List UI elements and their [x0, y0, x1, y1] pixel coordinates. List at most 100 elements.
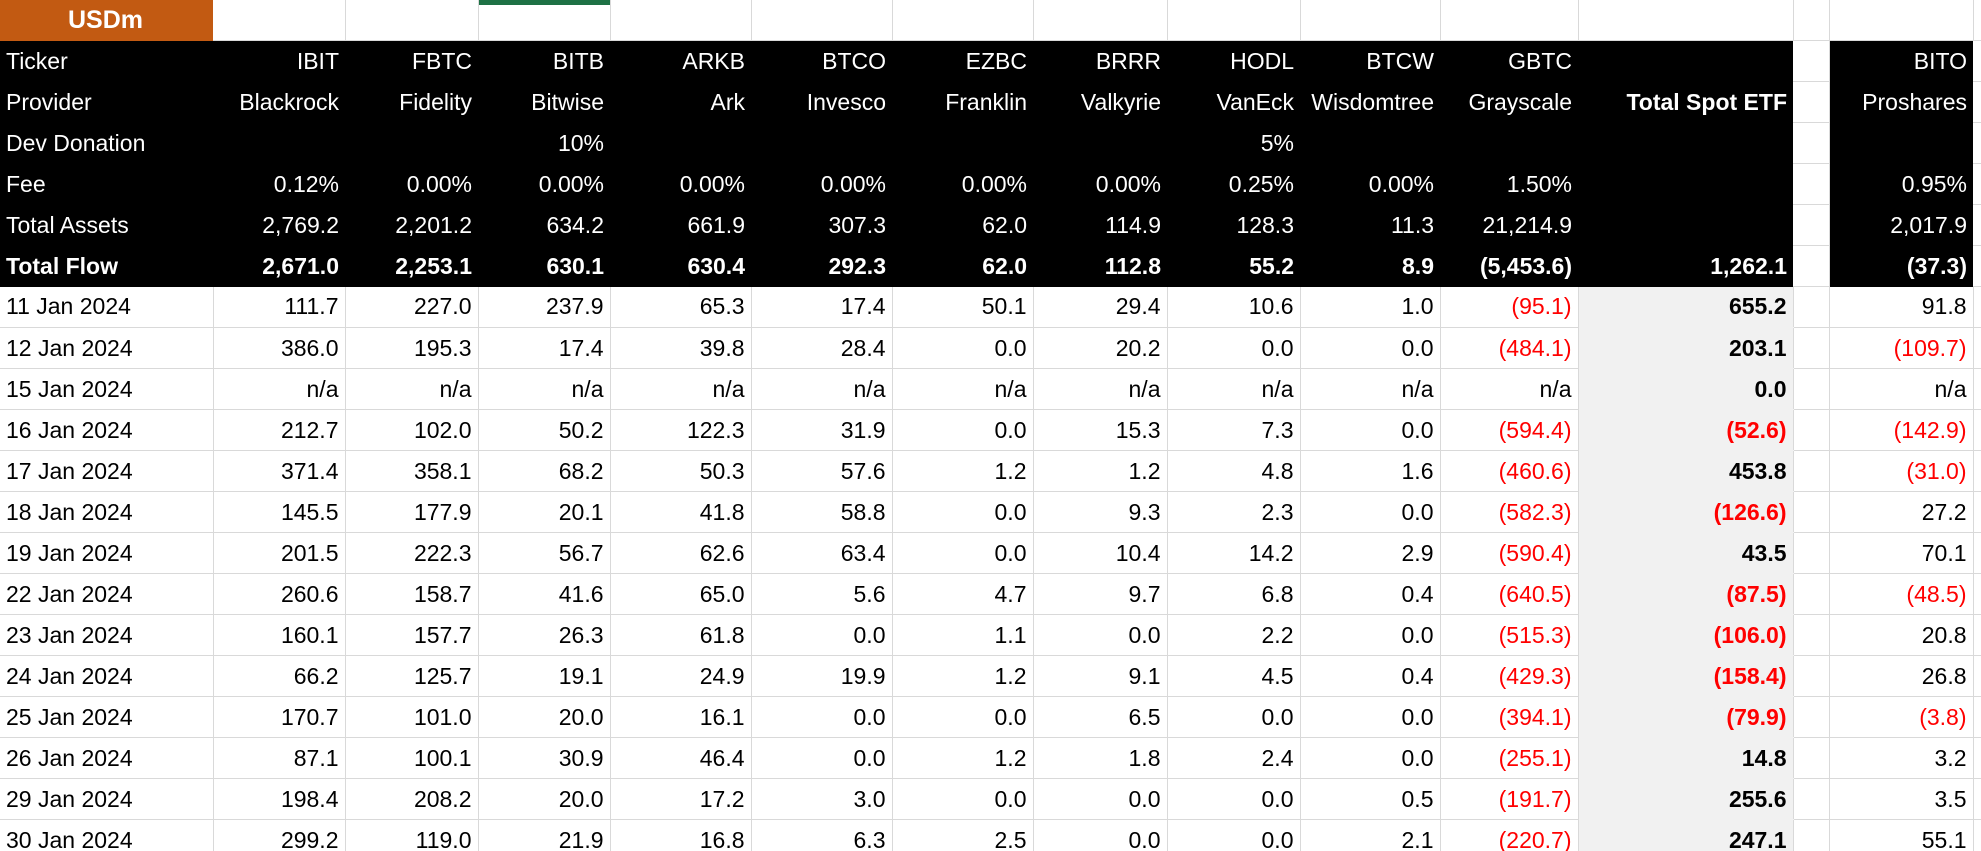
value-cell[interactable]: 16.8: [610, 819, 752, 851]
value-cell[interactable]: 87.1: [213, 737, 346, 779]
value-cell[interactable]: (590.4): [1440, 532, 1579, 574]
value-cell[interactable]: (394.1): [1440, 696, 1579, 738]
value-cell[interactable]: (515.3): [1440, 614, 1579, 656]
value-cell[interactable]: 0.0: [1300, 696, 1441, 738]
value-cell[interactable]: (640.5): [1440, 573, 1579, 615]
value-cell[interactable]: (191.7): [1440, 778, 1579, 820]
value-cell[interactable]: 65.3: [610, 286, 752, 328]
bito-value-cell[interactable]: 91.8: [1829, 286, 1974, 328]
value-cell[interactable]: 3.0: [751, 778, 893, 820]
gap-cell[interactable]: [1793, 491, 1830, 533]
value-cell[interactable]: 9.7: [1033, 573, 1168, 615]
value-cell[interactable]: 19.1: [478, 655, 611, 697]
total-spot-etf-value-cell[interactable]: (106.0): [1578, 614, 1794, 656]
value-cell[interactable]: 2.3: [1167, 491, 1301, 533]
value-cell[interactable]: 1.1: [892, 614, 1034, 656]
header-cell-gbtc-total_flow[interactable]: (5,453.6): [1440, 245, 1578, 287]
header-cell-gbtc-fee[interactable]: 1.50%: [1440, 163, 1578, 205]
header-cell-gbtc-ticker[interactable]: GBTC: [1440, 40, 1578, 82]
value-cell[interactable]: 41.6: [478, 573, 611, 615]
value-cell[interactable]: 0.0: [1300, 614, 1441, 656]
value-cell[interactable]: 0.0: [1300, 491, 1441, 533]
value-cell[interactable]: 5.6: [751, 573, 893, 615]
gap-cell[interactable]: [1793, 778, 1830, 820]
value-cell[interactable]: 9.3: [1033, 491, 1168, 533]
gap-cell[interactable]: [1793, 737, 1830, 779]
value-cell[interactable]: 125.7: [345, 655, 479, 697]
date-cell[interactable]: 24 Jan 2024: [0, 655, 214, 697]
value-cell[interactable]: 0.0: [1300, 327, 1441, 369]
value-cell[interactable]: 20.1: [478, 491, 611, 533]
empty-cell[interactable]: [345, 0, 479, 41]
total-spot-etf-value-cell[interactable]: (87.5): [1578, 573, 1794, 615]
edge-cell[interactable]: [1973, 163, 1981, 205]
value-cell[interactable]: 260.6: [213, 573, 346, 615]
value-cell[interactable]: 6.3: [751, 819, 893, 851]
value-cell[interactable]: 15.3: [1033, 409, 1168, 451]
value-cell[interactable]: 0.0: [892, 532, 1034, 574]
value-cell[interactable]: 2.9: [1300, 532, 1441, 574]
value-cell[interactable]: 0.0: [1167, 327, 1301, 369]
header-cell-brrr-ticker[interactable]: BRRR: [1033, 40, 1167, 82]
edge-cell[interactable]: [1973, 778, 1981, 820]
gap-cell[interactable]: [1793, 614, 1830, 656]
bito-value-cell[interactable]: 20.8: [1829, 614, 1974, 656]
date-cell[interactable]: 23 Jan 2024: [0, 614, 214, 656]
header-cell-ibit-dev_donation[interactable]: [213, 122, 345, 164]
bito-value-cell[interactable]: 70.1: [1829, 532, 1974, 574]
bito-value-cell[interactable]: (142.9): [1829, 409, 1974, 451]
header-cell-brrr-dev_donation[interactable]: [1033, 122, 1167, 164]
edge-cell[interactable]: [1973, 81, 1981, 123]
header-cell-bitb-total_flow[interactable]: 630.1: [478, 245, 610, 287]
date-cell[interactable]: 15 Jan 2024: [0, 368, 214, 410]
value-cell[interactable]: n/a: [213, 368, 346, 410]
value-cell[interactable]: 6.8: [1167, 573, 1301, 615]
value-cell[interactable]: n/a: [1167, 368, 1301, 410]
total-spot-etf-value-cell[interactable]: 14.8: [1578, 737, 1794, 779]
value-cell[interactable]: 56.7: [478, 532, 611, 574]
value-cell[interactable]: 20.0: [478, 778, 611, 820]
gap-cell[interactable]: [1793, 245, 1830, 287]
value-cell[interactable]: n/a: [751, 368, 893, 410]
edge-cell[interactable]: [1973, 245, 1981, 287]
empty-cell[interactable]: [1793, 0, 1830, 41]
header-cell-btco-total_flow[interactable]: 292.3: [751, 245, 892, 287]
header-cell-btco-ticker[interactable]: BTCO: [751, 40, 892, 82]
header-cell-gbtc-total_assets[interactable]: 21,214.9: [1440, 204, 1578, 246]
value-cell[interactable]: 358.1: [345, 450, 479, 492]
date-cell[interactable]: 22 Jan 2024: [0, 573, 214, 615]
value-cell[interactable]: n/a: [478, 368, 611, 410]
value-cell[interactable]: 57.6: [751, 450, 893, 492]
value-cell[interactable]: 16.1: [610, 696, 752, 738]
value-cell[interactable]: 0.0: [892, 696, 1034, 738]
value-cell[interactable]: 1.2: [1033, 450, 1168, 492]
value-cell[interactable]: 1.6: [1300, 450, 1441, 492]
header-cell-bitb-ticker[interactable]: BITB: [478, 40, 610, 82]
value-cell[interactable]: 208.2: [345, 778, 479, 820]
header-cell-ezbc-total_flow[interactable]: 62.0: [892, 245, 1033, 287]
header-cell-gbtc-dev_donation[interactable]: [1440, 122, 1578, 164]
value-cell[interactable]: 0.0: [1033, 614, 1168, 656]
value-cell[interactable]: 68.2: [478, 450, 611, 492]
bito-value-cell[interactable]: 55.1: [1829, 819, 1974, 851]
gap-cell[interactable]: [1793, 532, 1830, 574]
total-spot-etf-value-cell[interactable]: 247.1: [1578, 819, 1794, 851]
value-cell[interactable]: 0.0: [751, 614, 893, 656]
gap-cell[interactable]: [1793, 163, 1830, 205]
edge-cell[interactable]: [1973, 327, 1981, 369]
edge-cell[interactable]: [1973, 532, 1981, 574]
value-cell[interactable]: 158.7: [345, 573, 479, 615]
value-cell[interactable]: 24.9: [610, 655, 752, 697]
value-cell[interactable]: (460.6): [1440, 450, 1579, 492]
header-cell-ibit-fee[interactable]: 0.12%: [213, 163, 345, 205]
header-cell-fbtc-provider[interactable]: Fidelity: [345, 81, 478, 123]
total-spot-etf-value-cell[interactable]: (126.6): [1578, 491, 1794, 533]
value-cell[interactable]: 62.6: [610, 532, 752, 574]
edge-cell[interactable]: [1973, 286, 1981, 328]
header-cell-bito-dev_donation[interactable]: [1829, 122, 1973, 164]
value-cell[interactable]: 1.2: [892, 655, 1034, 697]
value-cell[interactable]: n/a: [345, 368, 479, 410]
value-cell[interactable]: 122.3: [610, 409, 752, 451]
header-cell-total-spot-etf-dev_donation[interactable]: [1578, 122, 1793, 164]
value-cell[interactable]: 102.0: [345, 409, 479, 451]
